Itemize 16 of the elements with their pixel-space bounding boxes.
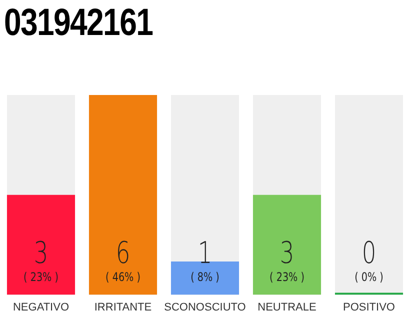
chart-title: 031942161 (4, 2, 153, 44)
annotation: ( 46% ) (106, 270, 140, 284)
data-label: 0 (362, 236, 376, 271)
data-label: 3 (34, 236, 48, 271)
data-label: 1 (198, 236, 212, 271)
data-label: 3 (280, 236, 294, 271)
x-tick-label: POSITIVO (343, 301, 396, 314)
x-tick-label: IRRITANTE (94, 301, 152, 314)
annotation: ( 23% ) (24, 270, 58, 284)
data-label: 6 (116, 236, 130, 271)
x-tick-label: SCONOSCIUTO (164, 301, 246, 314)
x-tick-label: NEGATIVO (12, 301, 70, 314)
annotation: ( 23% ) (270, 270, 304, 284)
annotation: ( 8% ) (190, 270, 220, 284)
x-tick-label: NEUTRALE (258, 301, 316, 314)
annotation: ( 0% ) (354, 270, 384, 284)
